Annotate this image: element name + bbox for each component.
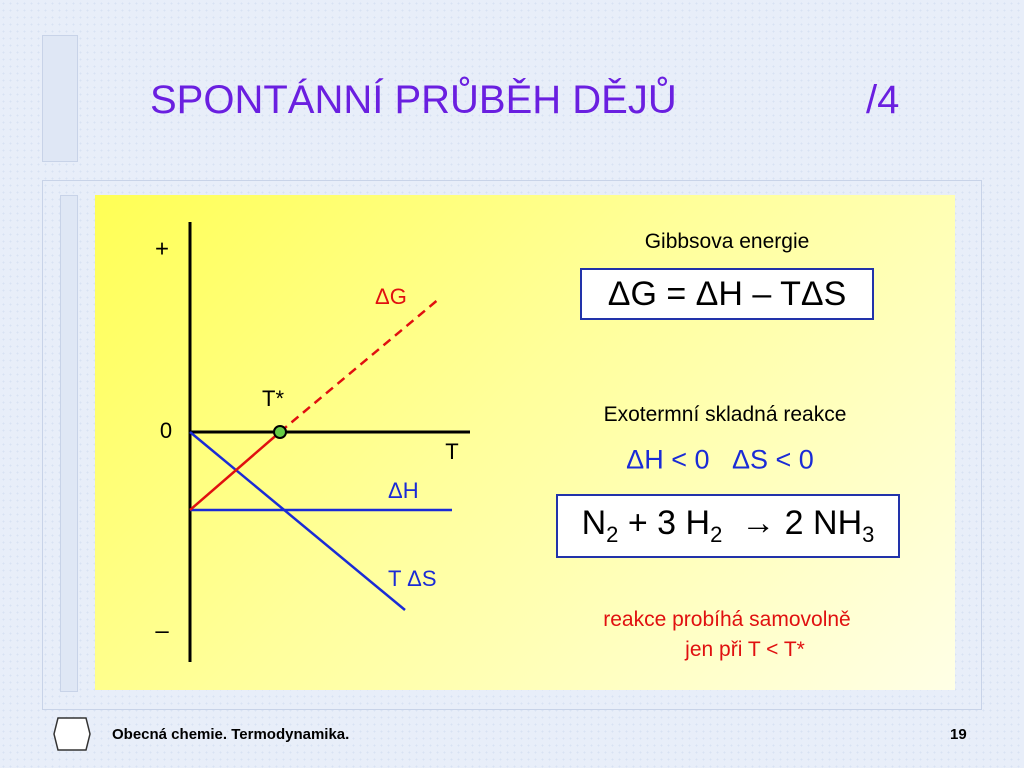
subscript: 2 bbox=[710, 521, 723, 547]
slide-title: SPONTÁNNÍ PRŮBĚH DĚJŮ bbox=[150, 78, 677, 122]
zero-label: 0 bbox=[160, 418, 172, 443]
page-number: 19 bbox=[950, 726, 967, 743]
note-line: jen při T < T* bbox=[685, 638, 805, 661]
logo bbox=[53, 717, 91, 751]
tds-line bbox=[189, 431, 406, 611]
reaction-heading: Exotermní skladná reakce bbox=[603, 403, 847, 426]
plus-label: + bbox=[155, 235, 169, 262]
gibbs-heading: Gibbsova energie bbox=[644, 230, 810, 253]
dg-label: ΔG bbox=[375, 284, 407, 309]
tds-label: T ΔS bbox=[388, 566, 437, 591]
subscript: 2 bbox=[606, 521, 619, 547]
dh-label: ΔH bbox=[388, 478, 419, 503]
decor-strip bbox=[42, 35, 78, 162]
gibbs-formula-box: ΔG = ΔH – TΔS bbox=[580, 268, 874, 320]
gibbs-formula: ΔG = ΔH – TΔS bbox=[607, 274, 847, 313]
formula-part: N bbox=[581, 504, 607, 543]
note-line: reakce probíhá samovolně bbox=[603, 608, 851, 631]
conditions: ΔH < 0 ΔS < 0 bbox=[626, 444, 814, 475]
subscript: 3 bbox=[862, 521, 875, 547]
dg-line bbox=[189, 431, 281, 511]
slide-part: /4 bbox=[866, 78, 900, 122]
reaction-equation: N2 + 3 H2 → 2 NH3 bbox=[582, 504, 875, 548]
minus-label: – bbox=[155, 617, 169, 644]
t-star-label: T* bbox=[262, 386, 284, 411]
decor-strip bbox=[60, 195, 78, 692]
reaction-box: N2 + 3 H2 → 2 NH3 bbox=[556, 494, 900, 558]
t-star-point bbox=[273, 425, 287, 439]
dg-line-dashed bbox=[279, 297, 441, 433]
formula-part: → 2 NH bbox=[722, 504, 863, 543]
formula-part: + 3 H bbox=[618, 504, 711, 543]
frame bbox=[42, 180, 982, 710]
footer-text: Obecná chemie. Termodynamika. bbox=[112, 726, 350, 743]
t-label: T bbox=[445, 439, 458, 464]
